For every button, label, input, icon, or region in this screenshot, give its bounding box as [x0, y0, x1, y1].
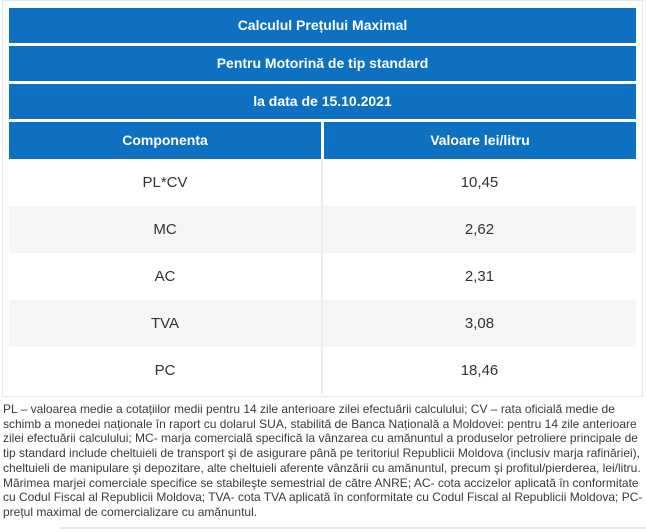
component-cell: TVA	[150, 315, 180, 332]
table-row: MC 2,62	[9, 206, 636, 253]
table-title-row: Calculul Prețului Maximal	[9, 8, 636, 43]
value-cell: 2,31	[321, 253, 636, 300]
max-price-table: Calculul Prețului Maximal Pentru Motorină…	[2, 0, 643, 397]
component-cell: MC	[153, 221, 177, 238]
footnote-text: PL – valoarea medie a cotațiilor medii p…	[3, 402, 643, 519]
table-title-row: Pentru Motorină de tip standard	[9, 46, 636, 81]
value-cell: 10,45	[321, 159, 636, 206]
value-cell: 18,46	[321, 347, 636, 394]
value-cell: 2,62	[321, 206, 636, 253]
table-body: PL*CV 10,45 MC 2,62 AC 2,31 TVA 3,08 PC …	[9, 159, 636, 394]
bottom-divider	[60, 527, 646, 529]
table-row: PC 18,46	[9, 347, 636, 394]
table-title-row: la data de 15.10.2021	[9, 84, 636, 119]
component-cell: PC	[154, 362, 176, 379]
column-header-valoare: Valoare lei/litru	[324, 122, 636, 159]
table-row: PL*CV 10,45	[9, 159, 636, 206]
table-title-rows: Calculul Prețului Maximal Pentru Motorină…	[9, 8, 636, 119]
component-cell: AC	[154, 268, 176, 285]
component-cell: PL*CV	[142, 174, 188, 191]
table-row: AC 2,31	[9, 253, 636, 300]
table-row: TVA 3,08	[9, 300, 636, 347]
column-header-componenta: Componenta	[9, 122, 321, 159]
value-cell: 3,08	[321, 300, 636, 347]
table-header-row: Componenta Valoare lei/litru	[9, 122, 636, 159]
